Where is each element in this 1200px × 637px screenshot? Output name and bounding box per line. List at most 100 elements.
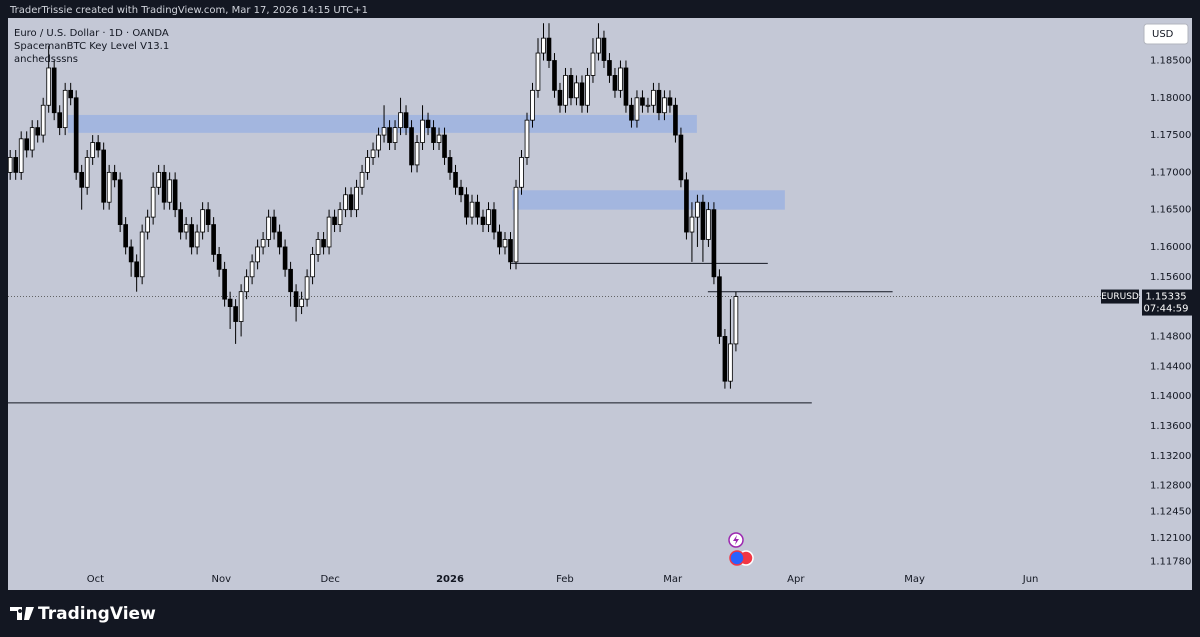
candle-body bbox=[161, 171, 167, 203]
candle-body bbox=[667, 97, 673, 106]
candle-body bbox=[508, 239, 513, 263]
candle-body bbox=[304, 276, 310, 300]
candle-body bbox=[392, 127, 398, 143]
candle-body bbox=[189, 224, 194, 248]
y-tick-label: 1.14000 bbox=[1150, 391, 1191, 402]
candle-body bbox=[684, 179, 689, 233]
x-tick-label: Oct bbox=[87, 574, 104, 585]
candle-body bbox=[579, 82, 585, 106]
candle-body bbox=[321, 239, 326, 248]
candle-body bbox=[233, 306, 238, 322]
plot-background bbox=[8, 18, 1192, 590]
candle-body bbox=[326, 216, 332, 248]
candle-body bbox=[211, 224, 216, 255]
candle-body bbox=[7, 157, 13, 173]
candle-body bbox=[656, 89, 662, 114]
currency-button[interactable] bbox=[1143, 23, 1189, 45]
candle-body bbox=[673, 104, 678, 136]
candle-body bbox=[266, 216, 271, 240]
candle-body bbox=[370, 149, 376, 158]
candle-body bbox=[112, 171, 117, 181]
lines-layer bbox=[8, 262, 1140, 404]
y-tick-label: 1.16000 bbox=[1150, 242, 1191, 253]
candle-body bbox=[497, 231, 502, 248]
candle-body bbox=[79, 171, 84, 188]
candle-body bbox=[513, 186, 519, 263]
bolt-icon bbox=[733, 535, 739, 545]
candle-body bbox=[13, 157, 19, 173]
price-tag bbox=[1142, 289, 1192, 316]
y-tick-label: 1.12100 bbox=[1150, 533, 1191, 544]
candle-body bbox=[568, 75, 574, 99]
candle-body bbox=[640, 97, 645, 106]
candle-body bbox=[354, 186, 359, 211]
symbol-tag-label: EURUSD bbox=[1101, 292, 1139, 302]
candle-body bbox=[601, 37, 607, 61]
candle-body bbox=[491, 209, 497, 233]
candle-body bbox=[255, 246, 260, 263]
candle-body bbox=[216, 254, 222, 270]
candle-body bbox=[546, 37, 552, 61]
countdown-label: 07:44:59 bbox=[1144, 304, 1189, 315]
candle-body bbox=[447, 157, 453, 173]
candle-body bbox=[607, 60, 612, 76]
y-tick-label: 1.16500 bbox=[1150, 205, 1191, 216]
candle-body bbox=[403, 112, 409, 129]
legend-line: Euro / U.S. Dollar · 1D · OANDA bbox=[14, 28, 169, 39]
candle-body bbox=[431, 127, 436, 143]
candle-body bbox=[711, 209, 717, 278]
candle-body bbox=[29, 127, 35, 151]
y-tick-label: 1.12450 bbox=[1150, 507, 1191, 518]
candle-body bbox=[205, 209, 211, 225]
candle-body bbox=[249, 261, 255, 278]
event-icons bbox=[728, 532, 754, 566]
candle-body bbox=[612, 75, 618, 91]
candle-body bbox=[552, 60, 557, 91]
event-icon[interactable] bbox=[729, 550, 745, 566]
candle-body bbox=[409, 127, 414, 166]
candle-body bbox=[18, 138, 24, 173]
candle-body bbox=[282, 246, 288, 270]
candle-body bbox=[145, 216, 150, 233]
candle-body bbox=[645, 104, 651, 107]
candle-body bbox=[194, 231, 200, 248]
candle-body bbox=[420, 119, 425, 143]
candle-body bbox=[590, 52, 596, 76]
y-tick-label: 1.17500 bbox=[1150, 130, 1191, 141]
candle-body bbox=[332, 216, 337, 225]
legend-line: anchedsssns bbox=[14, 54, 78, 65]
candle-body bbox=[150, 186, 156, 218]
key-level-zone bbox=[67, 114, 697, 133]
candle-body bbox=[128, 246, 134, 263]
candle-body bbox=[541, 37, 546, 54]
candle-body bbox=[480, 216, 486, 225]
candle-body bbox=[728, 343, 733, 382]
y-tick-label: 1.13200 bbox=[1150, 451, 1191, 462]
candle-body bbox=[288, 268, 293, 293]
candle-body bbox=[629, 104, 634, 121]
currency-label[interactable]: USD bbox=[1152, 29, 1174, 40]
candle-body bbox=[436, 134, 442, 143]
candle-body bbox=[563, 75, 568, 106]
candle-body bbox=[475, 201, 480, 218]
candle-body bbox=[557, 89, 563, 106]
candle-body bbox=[722, 336, 728, 382]
x-tick-label: Nov bbox=[212, 574, 232, 585]
candle-body bbox=[106, 171, 112, 203]
y-tick-label: 1.18500 bbox=[1150, 56, 1191, 67]
y-tick-label: 1.14400 bbox=[1150, 361, 1191, 372]
candle-body bbox=[244, 276, 249, 293]
candle-body bbox=[425, 119, 431, 129]
symbol-tag bbox=[1101, 289, 1139, 304]
x-tick-label: Dec bbox=[320, 574, 339, 585]
candle-body bbox=[618, 67, 623, 91]
y-tick-label: 1.18000 bbox=[1150, 93, 1191, 104]
candle-body bbox=[700, 201, 706, 240]
candle-body bbox=[574, 82, 579, 99]
candle-body bbox=[365, 157, 370, 173]
candle-body bbox=[596, 37, 601, 54]
key-level-zone bbox=[512, 190, 785, 210]
candle-body bbox=[227, 298, 233, 308]
y-tick-label: 1.13600 bbox=[1150, 421, 1191, 432]
